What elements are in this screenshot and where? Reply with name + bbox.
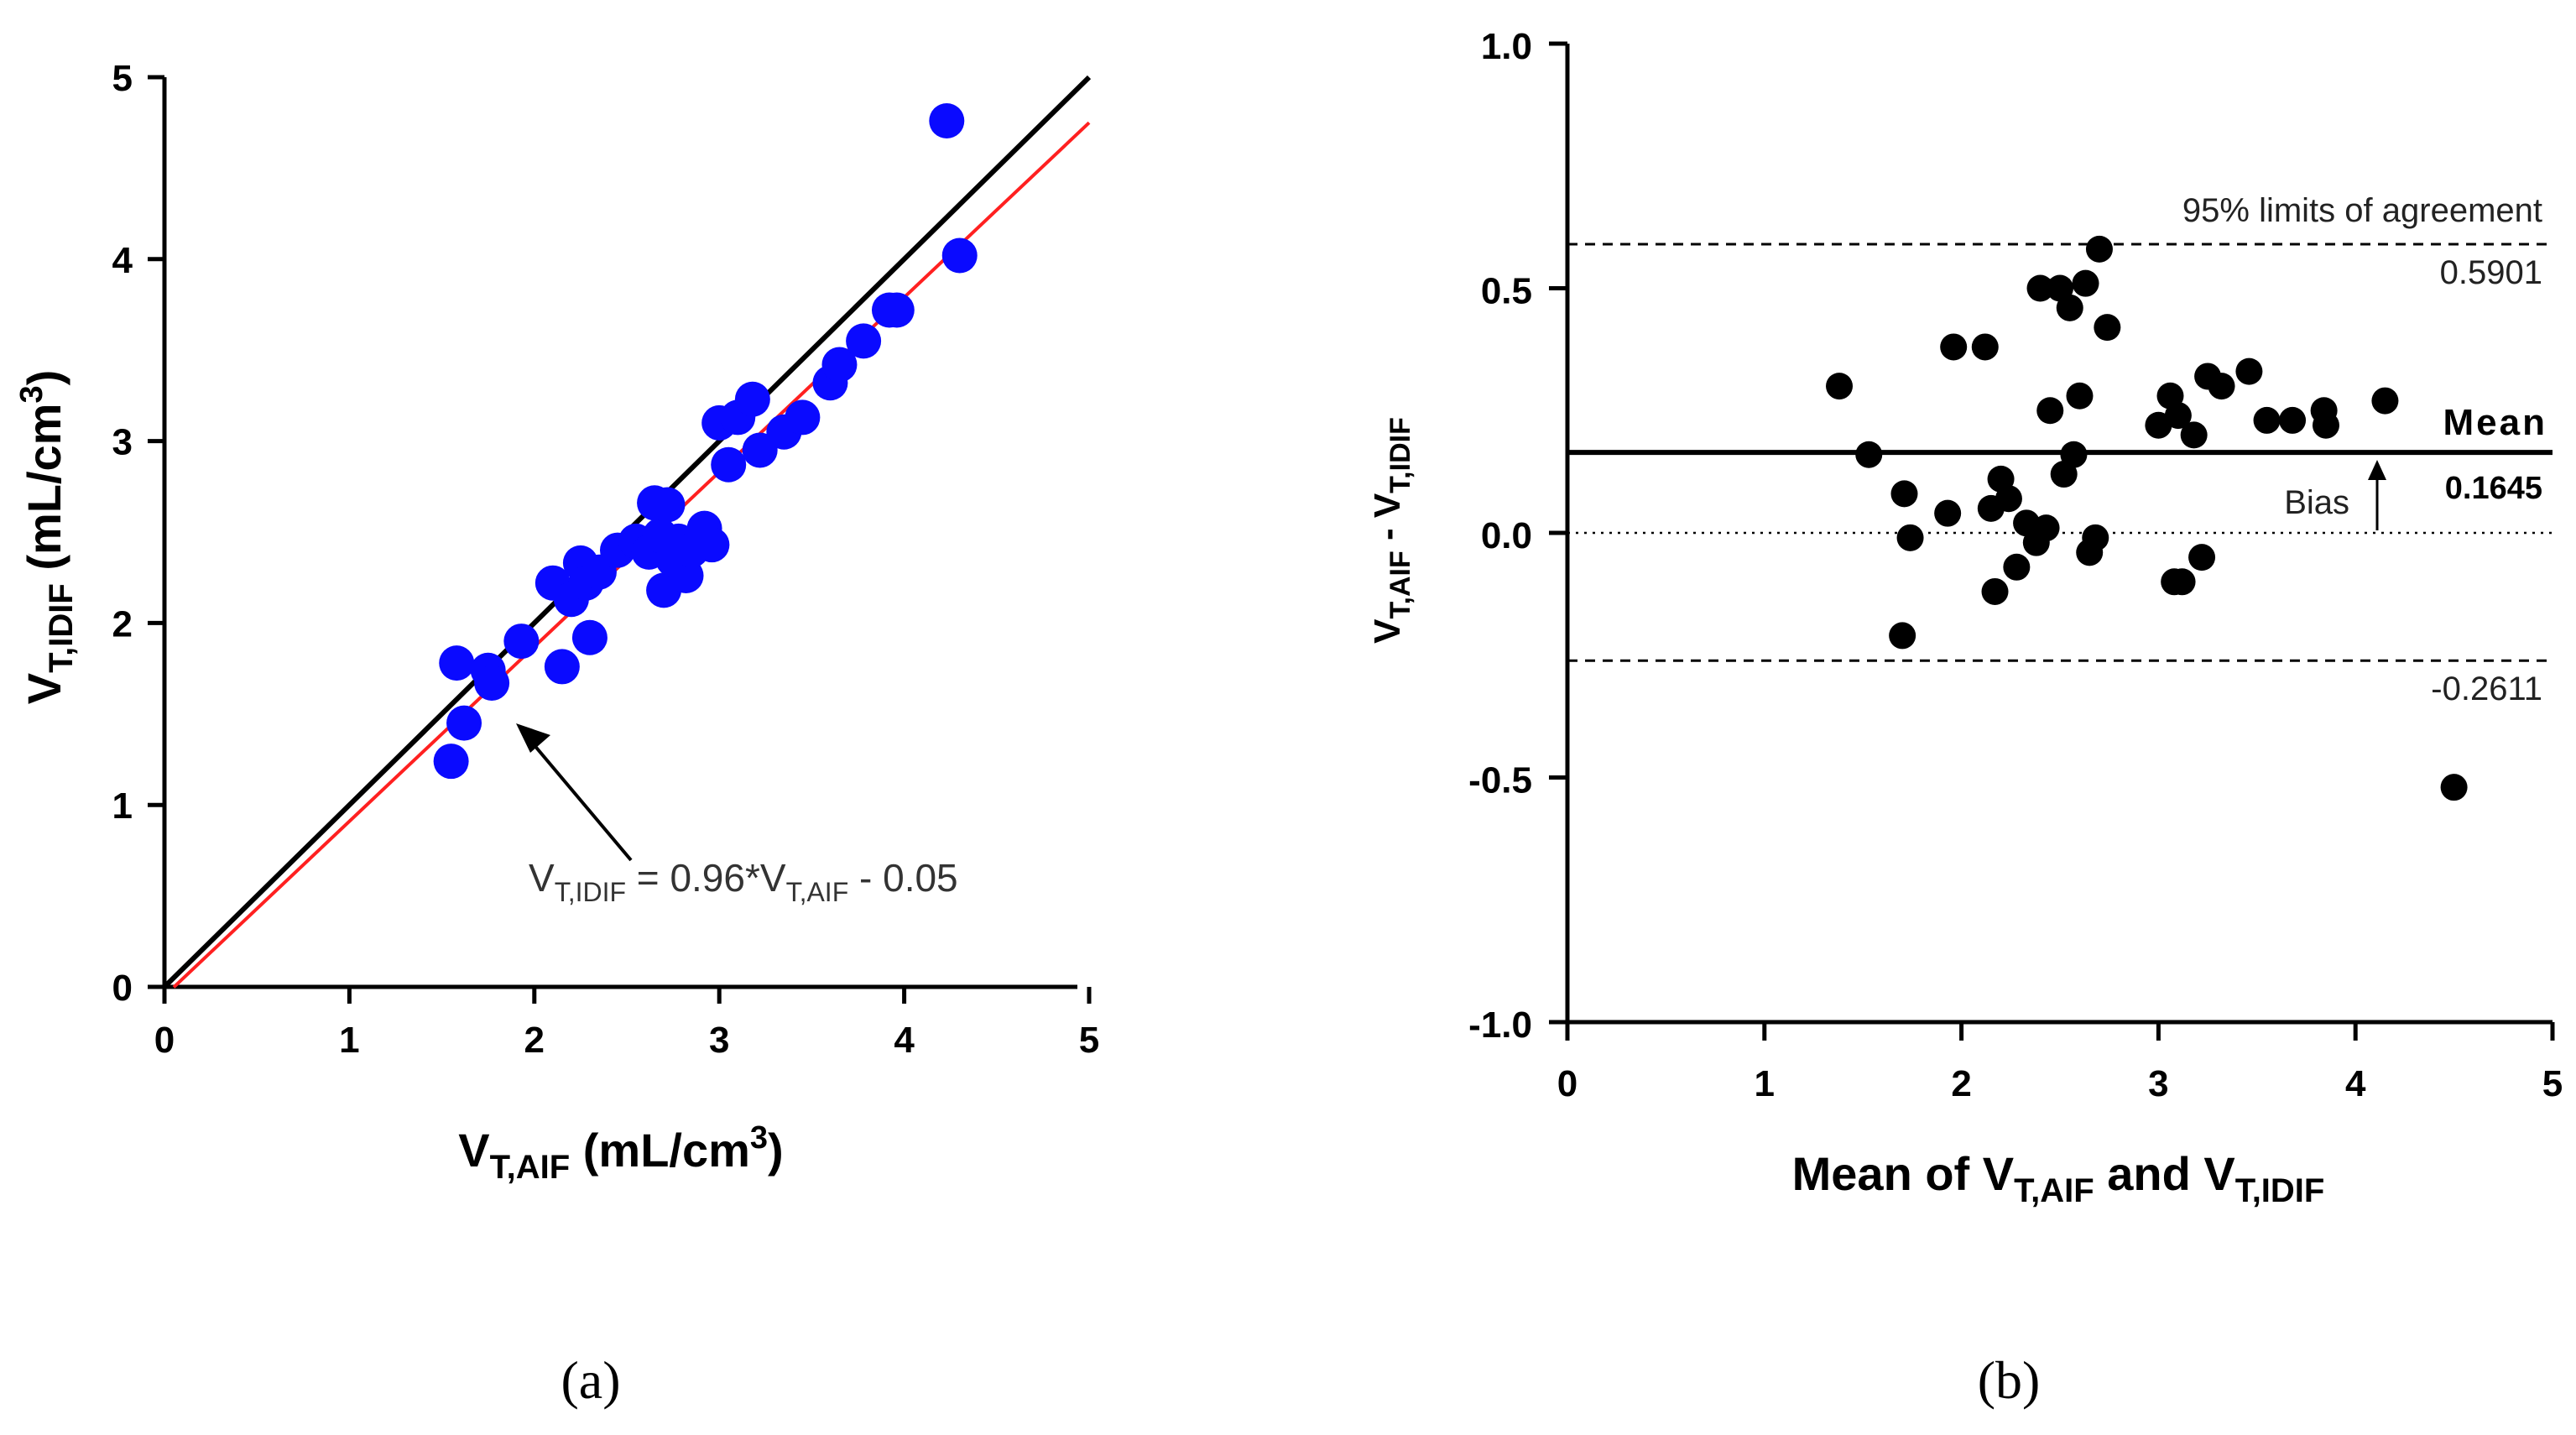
data-point bbox=[2066, 382, 2094, 410]
data-point bbox=[929, 103, 965, 139]
data-point bbox=[879, 292, 915, 328]
data-point bbox=[571, 619, 607, 655]
data-point bbox=[2056, 294, 2083, 321]
limits-title: 95% limits of agreement bbox=[2182, 192, 2542, 229]
data-point bbox=[2168, 568, 2196, 596]
data-point bbox=[1971, 333, 1999, 361]
lower-limit-value: -0.2611 bbox=[2431, 671, 2542, 707]
y-tick-label: 0.5 bbox=[1481, 271, 1532, 312]
data-point bbox=[2312, 411, 2339, 439]
data-point bbox=[1940, 333, 1968, 361]
data-point bbox=[2072, 269, 2099, 297]
data-point bbox=[474, 665, 510, 701]
y-tick-label: -1.0 bbox=[1468, 1004, 1532, 1046]
x-tick-label: 4 bbox=[894, 1020, 915, 1061]
x-tick-label: 3 bbox=[2148, 1063, 2168, 1104]
data-point bbox=[821, 347, 858, 383]
x-tick-label: 4 bbox=[2345, 1063, 2366, 1104]
data-point bbox=[2164, 402, 2192, 430]
panel-a-y-label: VT,IDIF (mL/cm3) bbox=[14, 370, 80, 705]
data-point bbox=[2235, 357, 2263, 385]
data-point bbox=[734, 381, 770, 417]
x-tick-label: 2 bbox=[524, 1020, 545, 1061]
panel-a-ticks: 0 1 2 3 4 5 0 1 2 3 4 5 bbox=[112, 58, 1100, 1061]
data-point bbox=[2032, 514, 2060, 542]
data-point bbox=[1889, 622, 1916, 650]
bias-arrowhead bbox=[2368, 460, 2386, 480]
data-point bbox=[1934, 499, 1962, 527]
x-tick-label: 1 bbox=[339, 1020, 359, 1061]
x-tick-label: 5 bbox=[1079, 1020, 1099, 1061]
panel-a-x-label: VT,AIF (mL/cm3) bbox=[458, 1120, 783, 1186]
panel-a-scatter: 0 1 2 3 4 5 0 1 2 3 4 5 VT,IDIF = 0.96*VT,AIF - 0.0… bbox=[14, 58, 1099, 1410]
y-tick-label: -0.5 bbox=[1468, 760, 1532, 801]
data-point bbox=[711, 446, 747, 483]
y-tick-label: 4 bbox=[112, 240, 133, 281]
data-point bbox=[1826, 373, 1854, 400]
panel-b-x-label: Mean of VT,AIF and VT,IDIF bbox=[1792, 1147, 2325, 1209]
data-point bbox=[503, 624, 540, 660]
data-point bbox=[2003, 553, 2031, 581]
x-tick-label: 5 bbox=[2542, 1063, 2563, 1104]
x-tick-label: 0 bbox=[1557, 1063, 1577, 1104]
bias-label: Bias bbox=[2284, 484, 2349, 521]
x-tick-label: 1 bbox=[1755, 1063, 1775, 1104]
y-tick-label: 1 bbox=[112, 785, 133, 827]
data-point bbox=[433, 744, 469, 780]
data-point bbox=[2440, 774, 2468, 801]
data-point bbox=[742, 432, 778, 468]
data-point bbox=[846, 323, 882, 359]
y-tick-label: 0.0 bbox=[1481, 515, 1532, 556]
y-tick-label: 1.0 bbox=[1481, 26, 1532, 67]
equation-arrowhead bbox=[516, 723, 550, 753]
data-point bbox=[2036, 397, 2064, 425]
data-point bbox=[2180, 421, 2208, 449]
data-point bbox=[1995, 485, 2022, 513]
panel-b-caption: (b) bbox=[1978, 1350, 2041, 1410]
data-point bbox=[694, 527, 730, 563]
mean-label: Mean bbox=[2443, 402, 2547, 443]
data-point bbox=[2253, 406, 2281, 434]
data-point bbox=[2208, 373, 2235, 400]
data-point bbox=[2026, 274, 2054, 302]
data-point bbox=[2082, 524, 2109, 551]
data-point bbox=[1981, 577, 2009, 605]
data-point bbox=[2094, 314, 2121, 342]
panel-a-caption: (a) bbox=[561, 1350, 620, 1410]
data-point bbox=[1855, 441, 1883, 468]
x-tick-label: 2 bbox=[1951, 1063, 1971, 1104]
y-tick-label: 0 bbox=[112, 968, 133, 1009]
panel-b-ticks: 0 1 2 3 4 5 1.0 0.5 0.0 -0.5 -1.0 bbox=[1468, 26, 2563, 1104]
equation-arrow bbox=[527, 737, 633, 862]
panel-b-y-label: VT,AIF - VT,IDIF bbox=[1367, 417, 1416, 644]
x-tick-label: 3 bbox=[709, 1020, 729, 1061]
y-tick-label: 5 bbox=[112, 58, 133, 99]
y-tick-label: 2 bbox=[112, 603, 133, 644]
data-point bbox=[446, 705, 482, 741]
data-point bbox=[2188, 544, 2216, 571]
regression-equation: VT,IDIF = 0.96*VT,AIF - 0.05 bbox=[529, 856, 958, 907]
data-point bbox=[439, 645, 475, 681]
data-point bbox=[544, 649, 580, 685]
mean-value: 0.1645 bbox=[2445, 471, 2542, 506]
x-tick-label: 0 bbox=[154, 1020, 175, 1061]
upper-limit-value: 0.5901 bbox=[2440, 254, 2542, 291]
data-point bbox=[2085, 235, 2113, 263]
data-point bbox=[941, 237, 978, 274]
data-point bbox=[1896, 524, 1924, 551]
data-point bbox=[649, 487, 686, 523]
data-point bbox=[2371, 387, 2399, 415]
panel-b-bland-altman: 0 1 2 3 4 5 1.0 0.5 0.0 -0.5 -1.0 95% limits of ag… bbox=[1367, 26, 2563, 1410]
data-point bbox=[2060, 441, 2088, 468]
data-point bbox=[2279, 406, 2307, 434]
panel-b-points bbox=[1826, 235, 2468, 801]
data-point bbox=[1890, 480, 1918, 508]
y-tick-label: 3 bbox=[112, 422, 133, 463]
data-point bbox=[785, 399, 821, 436]
panel-a-points bbox=[433, 103, 978, 780]
